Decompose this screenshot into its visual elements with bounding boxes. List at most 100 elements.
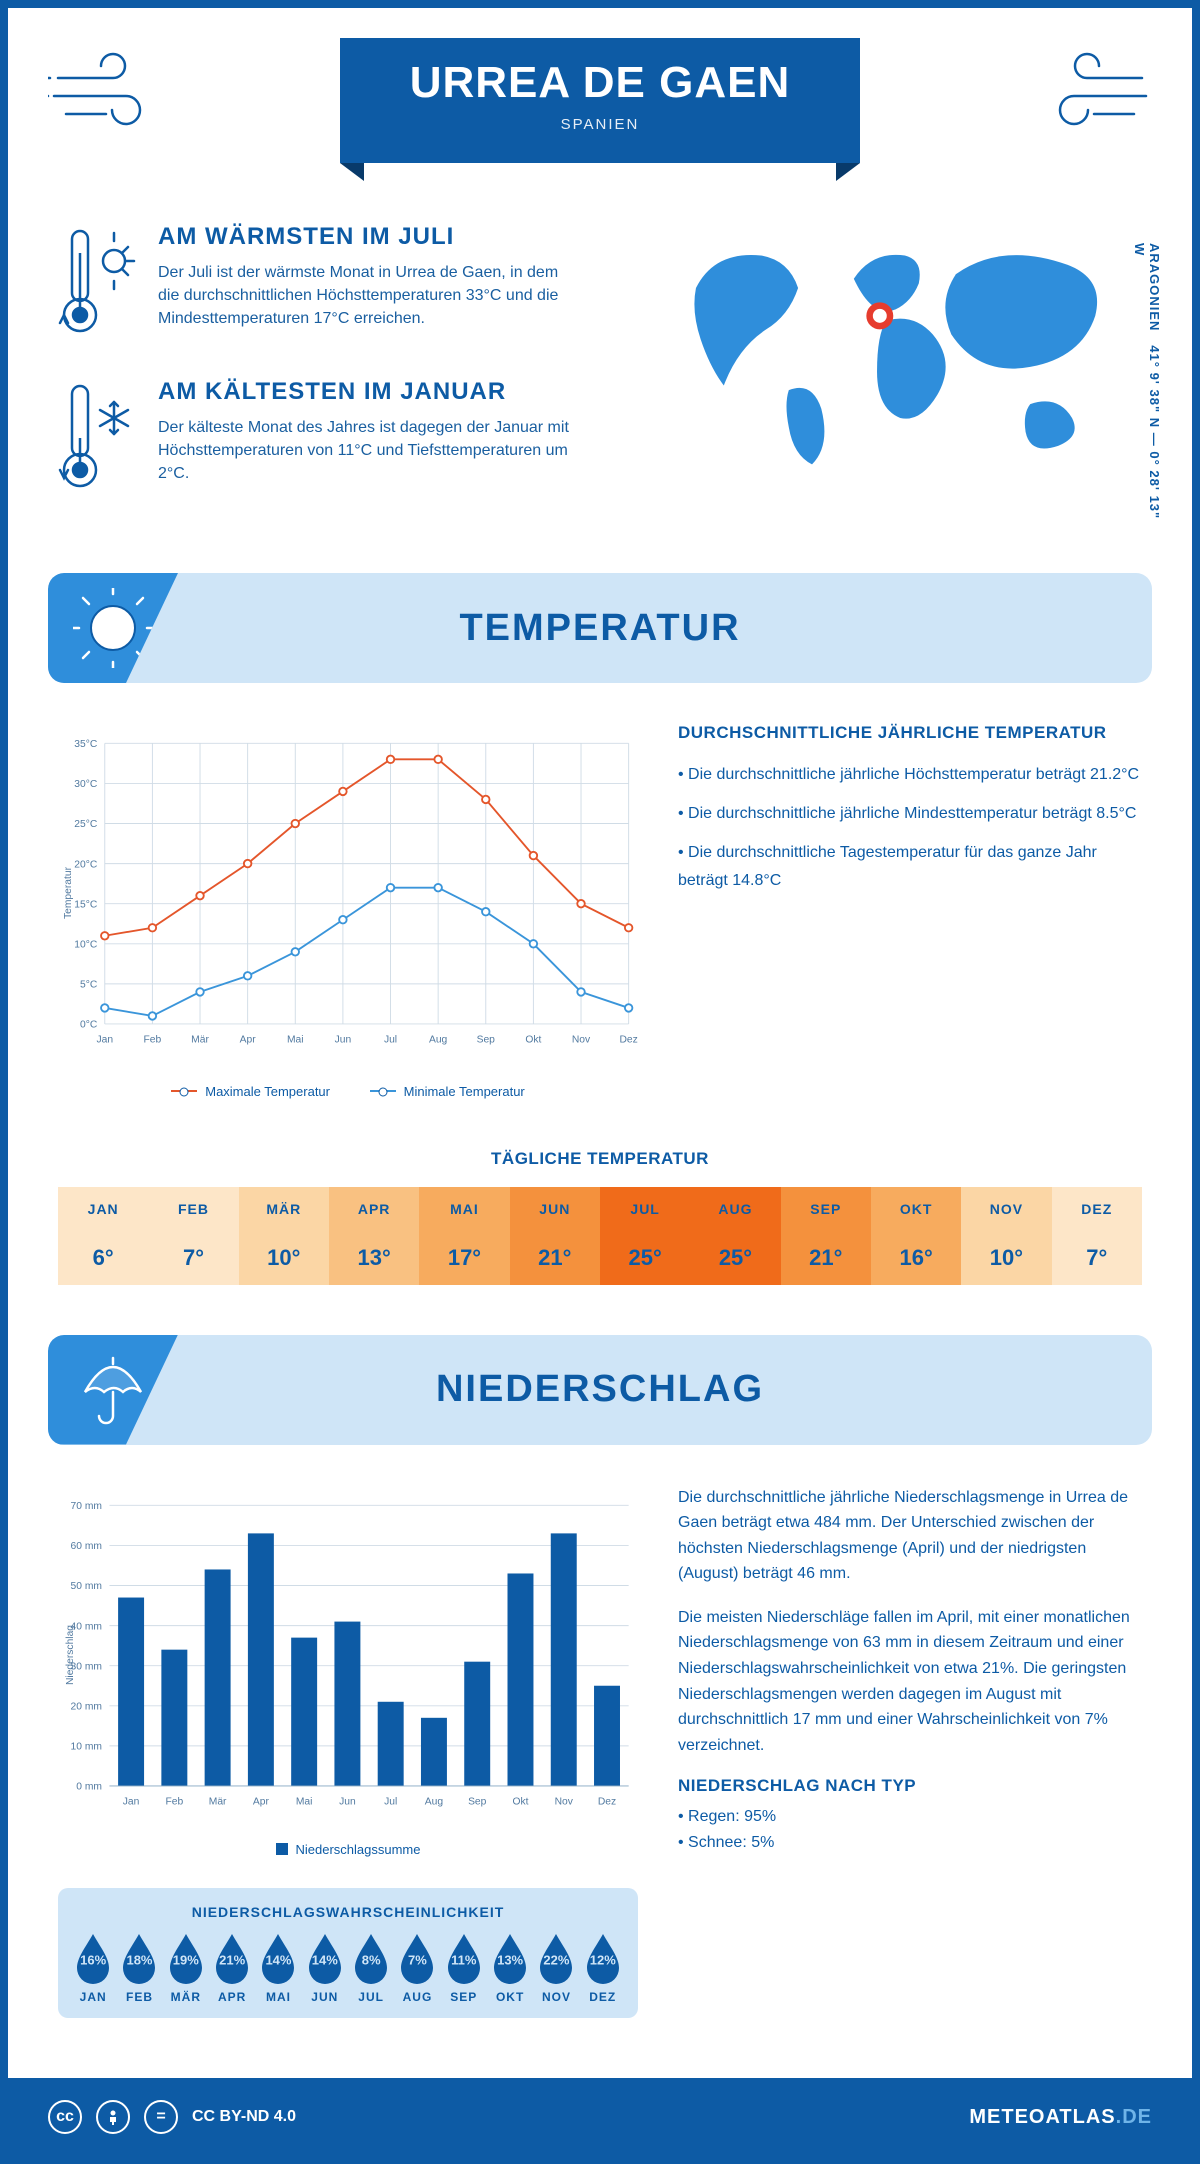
svg-text:Aug: Aug <box>425 1796 444 1807</box>
warmest-title: AM WÄRMSTEN IM JULI <box>158 223 578 251</box>
svg-text:Mär: Mär <box>191 1035 209 1046</box>
prob-cell: 22%NOV <box>533 1932 579 2004</box>
infographic-page: URREA DE GAEN SPANIEN AM WÄRMSTEN IM JUL… <box>0 0 1200 2164</box>
license-text: CC BY-ND 4.0 <box>192 2108 296 2126</box>
thermometer-cold-icon <box>58 378 138 503</box>
svg-text:60 mm: 60 mm <box>71 1541 102 1552</box>
svg-text:Aug: Aug <box>429 1035 448 1046</box>
daily-value: 7° <box>148 1231 238 1285</box>
bytype-item: • Regen: 95% <box>678 1804 1142 1830</box>
drop-icon: 14% <box>257 1932 299 1984</box>
license-block: cc = CC BY-ND 4.0 <box>48 2100 296 2134</box>
svg-text:Okt: Okt <box>512 1796 528 1807</box>
prob-cell: 18%FEB <box>116 1932 162 2004</box>
svg-text:25°C: 25°C <box>74 819 98 830</box>
svg-text:Apr: Apr <box>253 1796 270 1807</box>
svg-text:50 mm: 50 mm <box>71 1581 102 1592</box>
svg-text:Sep: Sep <box>477 1035 496 1046</box>
svg-text:70 mm: 70 mm <box>71 1501 102 1512</box>
coordinates-label: ARAGONIEN 41° 9' 38" N — 0° 28' 13" W <box>1132 243 1162 533</box>
daily-month: APR <box>329 1187 419 1231</box>
avg-temp-title: DURCHSCHNITTLICHE JÄHRLICHE TEMPERATUR <box>678 723 1142 743</box>
svg-text:Okt: Okt <box>525 1035 541 1046</box>
daily-month: FEB <box>148 1187 238 1231</box>
wind-icon-right <box>1032 48 1152 143</box>
daily-value: 7° <box>1052 1231 1142 1285</box>
svg-text:Apr: Apr <box>240 1035 257 1046</box>
title-banner: URREA DE GAEN SPANIEN <box>340 38 860 163</box>
precipitation-right-col: Die durchschnittliche jährliche Niedersc… <box>678 1485 1142 2019</box>
svg-text:Jan: Jan <box>123 1796 140 1807</box>
prob-cell: 14%MAI <box>255 1932 301 2004</box>
precipitation-chart: 0 mm10 mm20 mm30 mm40 mm50 mm60 mm70 mmJ… <box>58 1485 638 1825</box>
temperature-section: 0°C5°C10°C15°C20°C25°C30°C35°CJanFebMärA… <box>8 683 1192 1119</box>
precip-probability-box: NIEDERSCHLAGSWAHRSCHEINLICHKEIT 16%JAN18… <box>58 1888 638 2018</box>
bytype-item: • Schnee: 5% <box>678 1830 1142 1856</box>
map-col: ARAGONIEN 41° 9' 38" N — 0° 28' 13" W <box>640 223 1142 533</box>
svg-text:0°C: 0°C <box>80 1020 98 1031</box>
prob-cell: 13%OKT <box>487 1932 533 2004</box>
warmest-text: Der Juli ist der wärmste Monat in Urrea … <box>158 261 578 331</box>
footer: cc = CC BY-ND 4.0 METEOATLAS.DE <box>8 2078 1192 2156</box>
precip-text-2: Die meisten Niederschläge fallen im Apri… <box>678 1605 1142 1759</box>
daily-month: SEP <box>781 1187 871 1231</box>
temp-chart-legend: Maximale Temperatur Minimale Temperatur <box>58 1080 638 1099</box>
precip-probability-title: NIEDERSCHLAGSWAHRSCHEINLICHKEIT <box>70 1904 626 1920</box>
svg-text:Dez: Dez <box>619 1035 637 1046</box>
svg-text:Jun: Jun <box>339 1796 356 1807</box>
svg-text:Nov: Nov <box>555 1796 574 1807</box>
svg-text:Jan: Jan <box>96 1035 113 1046</box>
temperature-heading: TEMPERATUR <box>459 607 740 650</box>
svg-text:15°C: 15°C <box>74 899 98 910</box>
drop-icon: 18% <box>118 1932 160 1984</box>
svg-text:Mai: Mai <box>296 1796 313 1807</box>
daily-value: 13° <box>329 1231 419 1285</box>
svg-text:Mär: Mär <box>209 1796 227 1807</box>
daily-month: NOV <box>961 1187 1051 1231</box>
daily-temp-values-row: 6°7°10°13°17°21°25°25°21°16°10°7° <box>58 1231 1142 1285</box>
daily-value: 10° <box>961 1231 1051 1285</box>
svg-text:20°C: 20°C <box>74 859 98 870</box>
precipitation-left-col: 0 mm10 mm20 mm30 mm40 mm50 mm60 mm70 mmJ… <box>58 1485 638 2019</box>
drop-icon: 12% <box>582 1932 624 1984</box>
svg-text:0 mm: 0 mm <box>76 1781 102 1792</box>
svg-text:Niederschlag: Niederschlag <box>65 1624 76 1684</box>
sun-icon <box>48 573 178 683</box>
prob-cell: 11%SEP <box>441 1932 487 2004</box>
temperature-section-header: TEMPERATUR <box>48 573 1152 683</box>
daily-month: MAI <box>419 1187 509 1231</box>
warmest-block: AM WÄRMSTEN IM JULI Der Juli ist der wär… <box>58 223 610 348</box>
precipitation-section-header: NIEDERSCHLAG <box>48 1335 1152 1445</box>
drop-icon: 14% <box>304 1932 346 1984</box>
drop-icon: 19% <box>165 1932 207 1984</box>
drop-icon: 8% <box>350 1932 392 1984</box>
svg-text:Jul: Jul <box>384 1035 397 1046</box>
daily-temp-months-row: JANFEBMÄRAPRMAIJUNJULAUGSEPOKTNOVDEZ <box>58 1187 1142 1231</box>
prob-cell: 14%JUN <box>302 1932 348 2004</box>
svg-text:Feb: Feb <box>144 1035 162 1046</box>
thermometer-hot-icon <box>58 223 138 348</box>
daily-month: JAN <box>58 1187 148 1231</box>
svg-text:30°C: 30°C <box>74 779 98 790</box>
precip-chart-legend: Niederschlagssumme <box>58 1842 638 1859</box>
intro-row: AM WÄRMSTEN IM JULI Der Juli ist der wär… <box>8 213 1192 573</box>
location-marker-icon <box>870 306 890 326</box>
svg-text:5°C: 5°C <box>80 980 98 991</box>
daily-value: 25° <box>600 1231 690 1285</box>
svg-text:Feb: Feb <box>165 1796 183 1807</box>
daily-month: JUN <box>510 1187 600 1231</box>
daily-temp-heading: TÄGLICHE TEMPERATUR <box>8 1149 1192 1169</box>
svg-text:Dez: Dez <box>598 1796 616 1807</box>
wind-icon-left <box>48 48 168 143</box>
header: URREA DE GAEN SPANIEN <box>8 8 1192 213</box>
temperature-description: DURCHSCHNITTLICHE JÄHRLICHE TEMPERATUR •… <box>678 723 1142 1099</box>
daily-value: 6° <box>58 1231 148 1285</box>
drop-icon: 13% <box>489 1932 531 1984</box>
precipitation-heading: NIEDERSCHLAG <box>436 1368 764 1411</box>
prob-cell: 7%AUG <box>394 1932 440 2004</box>
umbrella-icon <box>48 1335 178 1445</box>
by-icon <box>96 2100 130 2134</box>
prob-cell: 19%MÄR <box>163 1932 209 2004</box>
drop-icon: 11% <box>443 1932 485 1984</box>
cc-icon: cc <box>48 2100 82 2134</box>
